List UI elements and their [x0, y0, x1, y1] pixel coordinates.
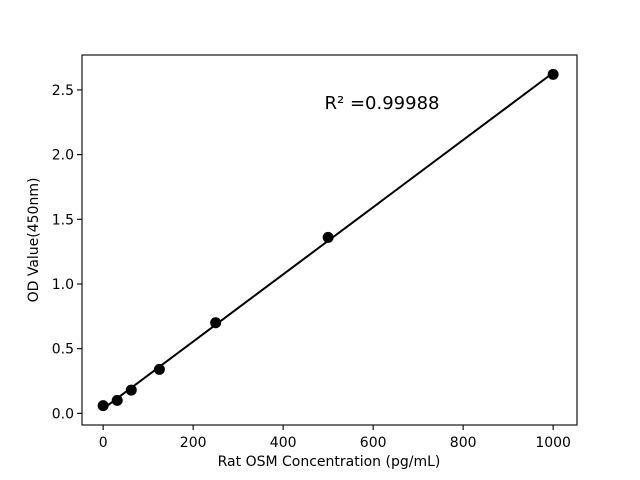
y-axis-label: OD Value(450nm)	[26, 178, 42, 303]
y-tick-label: 2.5	[52, 83, 74, 99]
data-point	[547, 68, 559, 80]
y-tick-label: 0.5	[52, 342, 74, 358]
data-point	[210, 317, 222, 329]
data-point	[125, 384, 137, 396]
x-tick-label: 1000	[535, 435, 571, 451]
y-tick-label: 1.0	[52, 277, 74, 293]
y-tick-label: 1.5	[52, 212, 74, 228]
x-axis: 0 200 400 600 800 1000	[99, 425, 571, 451]
x-axis-label: Rat OSM Concentration (pg/mL)	[218, 454, 441, 470]
y-tick-label: 2.0	[52, 148, 74, 164]
series-group	[97, 68, 559, 412]
data-point	[111, 394, 123, 406]
r-squared-annotation: R² =0.99988	[325, 93, 440, 114]
data-point	[97, 400, 109, 412]
data-point	[153, 363, 165, 375]
x-tick-label: 0	[99, 435, 108, 451]
data-point	[322, 231, 334, 243]
x-tick-label: 800	[450, 435, 477, 451]
x-tick-label: 200	[180, 435, 207, 451]
x-tick-label: 600	[360, 435, 387, 451]
x-tick-label: 400	[270, 435, 297, 451]
plot-area	[81, 54, 578, 426]
y-tick-label: 0.0	[52, 406, 74, 422]
y-axis: 0.0 0.5 1.0 1.5 2.0 2.5	[52, 83, 82, 422]
